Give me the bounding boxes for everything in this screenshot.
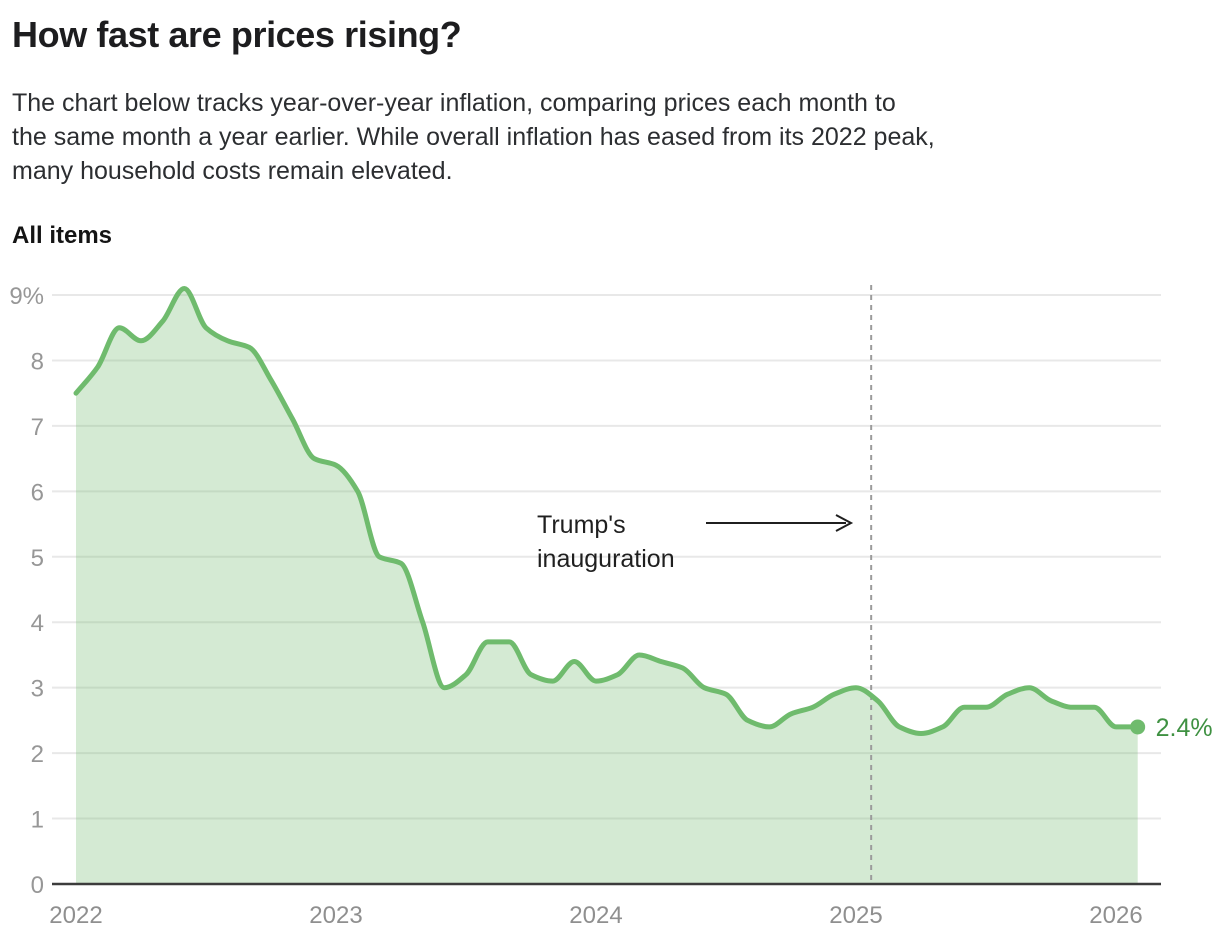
end-dot <box>1130 719 1146 735</box>
series-label: All items <box>12 222 113 249</box>
y-tick-label: 1 <box>31 807 44 834</box>
page-title: How fast are prices rising? <box>12 14 462 55</box>
y-tick-label: 0 <box>31 872 44 899</box>
y-tick-label: 6 <box>31 479 44 506</box>
y-tick-label: 5 <box>31 545 44 572</box>
y-tick-label: 3 <box>31 676 44 703</box>
x-tick-label: 2026 <box>1089 902 1142 929</box>
area-fill <box>76 288 1138 884</box>
x-tick-label: 2025 <box>829 902 882 929</box>
y-tick-label: 8 <box>31 348 44 375</box>
end-value-label: 2.4% <box>1156 714 1213 742</box>
y-tick-label: 4 <box>31 610 44 637</box>
inflation-area-chart: 0 1 2 3 4 5 6 7 8 9% 2022 2023 2024 2025 2026 2.4% Trump… <box>9 283 1213 929</box>
y-tick-label: 9% <box>9 283 44 310</box>
annotation-text-line2: inauguration <box>537 545 675 573</box>
x-tick-label: 2022 <box>49 902 102 929</box>
y-tick-label: 7 <box>31 414 44 441</box>
chart-description: The chart below tracks year-over-year in… <box>12 89 935 185</box>
arrowhead-icon <box>835 514 854 532</box>
y-tick-label: 2 <box>31 741 44 768</box>
annotation-text-line1: Trump's <box>537 511 626 539</box>
trend-line <box>73 286 1141 736</box>
x-tick-label: 2024 <box>569 902 622 929</box>
x-tick-label: 2023 <box>309 902 362 929</box>
